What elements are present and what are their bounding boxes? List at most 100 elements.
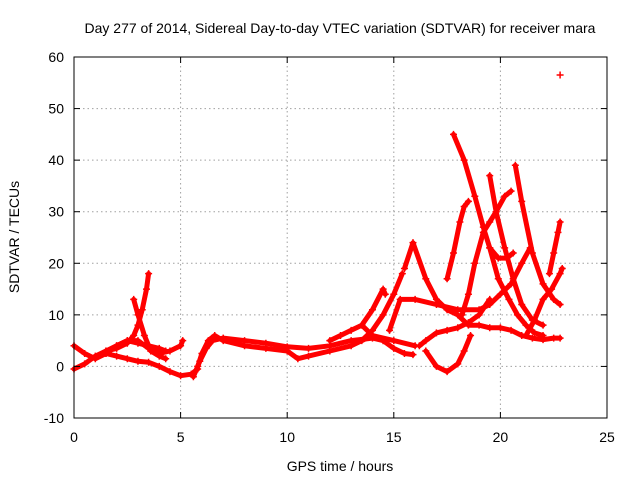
y-tick-label: 20 xyxy=(48,255,64,271)
data-point xyxy=(458,311,466,319)
data-point xyxy=(145,270,153,278)
data-point xyxy=(548,285,556,293)
data-point xyxy=(539,280,547,288)
data-point xyxy=(539,321,547,329)
data-point xyxy=(142,285,150,293)
data-point xyxy=(496,324,504,332)
data-point xyxy=(475,321,483,329)
data-point xyxy=(496,290,504,298)
data-point xyxy=(390,290,398,298)
data-point xyxy=(556,71,564,79)
data-point xyxy=(379,285,387,293)
data-point xyxy=(475,311,483,319)
data-point xyxy=(177,342,185,350)
data-point xyxy=(411,295,419,303)
x-axis-title: GPS time / hours xyxy=(287,458,394,474)
data-point xyxy=(381,290,389,298)
data-point xyxy=(134,311,142,319)
series-line xyxy=(487,173,546,328)
data-point xyxy=(262,344,270,352)
data-point xyxy=(134,337,142,345)
data-point xyxy=(400,264,408,272)
series-track-13 xyxy=(415,295,494,350)
data-point xyxy=(422,275,430,283)
data-point xyxy=(522,321,530,329)
data-point xyxy=(449,130,457,138)
data-point xyxy=(379,311,387,319)
data-point xyxy=(443,306,451,314)
series-track-10 xyxy=(358,270,406,345)
data-point xyxy=(123,339,131,347)
plot-frame xyxy=(73,56,608,419)
data-point xyxy=(155,362,163,370)
data-point xyxy=(486,324,494,332)
y-tick-label: 40 xyxy=(48,152,64,168)
data-point xyxy=(123,355,131,363)
data-point xyxy=(422,337,430,345)
series-track-22 xyxy=(522,264,566,339)
data-point xyxy=(432,295,440,303)
data-point xyxy=(460,203,468,211)
data-point xyxy=(539,331,547,339)
y-axis-title: SDTVAR / TECUs xyxy=(6,181,22,293)
series-track-18 xyxy=(486,172,547,329)
data-point xyxy=(113,344,121,352)
data-point xyxy=(509,249,517,257)
tick-layer: 0 5 10 15 20 25 -10 0 10 20 30 40 50 60 xyxy=(44,49,615,445)
data-point xyxy=(145,358,153,366)
data-point xyxy=(189,373,197,381)
data-point xyxy=(550,334,558,342)
data-point xyxy=(486,244,494,252)
data-point xyxy=(518,259,526,267)
series-line xyxy=(444,198,471,282)
data-point xyxy=(415,342,423,350)
series-track-12 xyxy=(400,239,564,344)
data-point xyxy=(467,331,475,339)
data-point xyxy=(556,301,564,309)
data-point xyxy=(337,331,344,339)
data-point xyxy=(368,306,376,314)
data-point xyxy=(347,326,355,334)
data-point xyxy=(464,290,472,298)
data-point xyxy=(528,334,536,342)
data-point xyxy=(486,295,494,303)
data-point xyxy=(179,337,187,345)
data-point xyxy=(326,337,334,345)
data-point xyxy=(531,329,539,337)
series-track-4 xyxy=(102,270,153,355)
data-point xyxy=(400,350,408,358)
data-point xyxy=(486,172,494,180)
x-tick-label: 5 xyxy=(177,429,185,445)
data-point xyxy=(513,311,521,319)
series-track-20 xyxy=(486,244,547,339)
data-point xyxy=(454,360,462,368)
data-point xyxy=(113,352,121,360)
data-point xyxy=(204,337,212,345)
data-point xyxy=(409,239,417,247)
data-point xyxy=(211,331,219,339)
data-point xyxy=(422,347,430,355)
data-point xyxy=(347,342,355,350)
data-point xyxy=(326,347,334,355)
series-layer xyxy=(70,71,566,381)
data-point xyxy=(134,357,142,365)
y-tick-label: 0 xyxy=(56,358,64,374)
data-point xyxy=(456,218,464,226)
data-point xyxy=(464,197,472,205)
series-line xyxy=(512,162,563,307)
data-point xyxy=(471,259,479,267)
data-point xyxy=(556,218,564,226)
data-point xyxy=(443,275,451,283)
data-point xyxy=(166,347,174,355)
y-tick-label: 60 xyxy=(48,49,64,65)
data-point xyxy=(501,244,509,252)
data-point xyxy=(443,326,451,334)
data-point xyxy=(166,368,174,376)
data-point xyxy=(550,295,558,303)
series-line xyxy=(402,240,563,343)
data-point xyxy=(81,360,89,368)
data-point xyxy=(396,295,404,303)
data-point xyxy=(492,208,500,216)
